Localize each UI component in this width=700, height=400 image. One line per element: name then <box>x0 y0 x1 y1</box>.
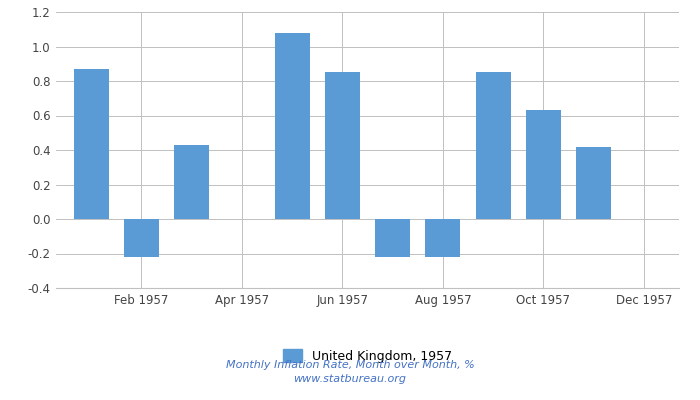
Text: Monthly Inflation Rate, Month over Month, %: Monthly Inflation Rate, Month over Month… <box>225 360 475 370</box>
Bar <box>576 146 611 219</box>
Bar <box>426 219 461 257</box>
Bar <box>325 72 360 219</box>
Bar <box>475 72 511 219</box>
Legend: United Kingdom, 1957: United Kingdom, 1957 <box>278 344 457 368</box>
Bar <box>74 69 108 219</box>
Text: www.statbureau.org: www.statbureau.org <box>293 374 407 384</box>
Bar <box>526 110 561 219</box>
Bar <box>274 33 309 219</box>
Bar <box>174 145 209 219</box>
Bar <box>375 219 410 257</box>
Bar <box>124 219 159 257</box>
